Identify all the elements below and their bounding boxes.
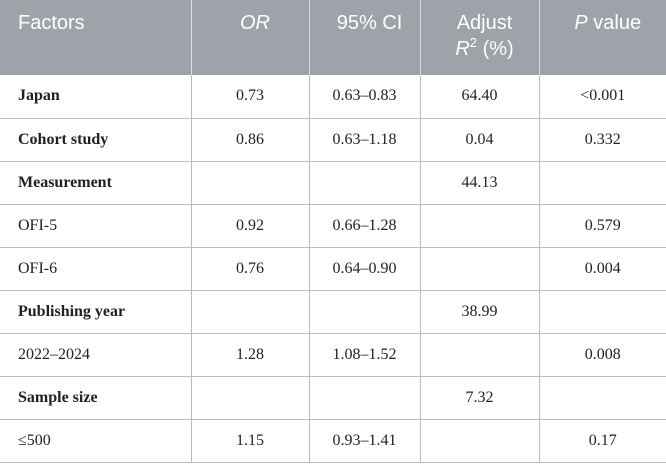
cell-factor: 2022–2024 — [0, 333, 192, 377]
table-row: Measurement 44.13 — [0, 161, 666, 205]
header-r-sup: 2 — [469, 35, 477, 50]
header-r-label: R — [455, 38, 470, 60]
cell-p: 0.579 — [539, 204, 666, 248]
cell-p: 0.004 — [539, 247, 666, 291]
cell-or: 0.73 — [191, 75, 310, 119]
table-row: ≤500 1.15 0.93–1.41 0.17 — [0, 419, 666, 463]
cell-factor: Measurement — [0, 161, 192, 205]
cell-r2: 0.04 — [420, 118, 540, 162]
cell-ci: 0.66–1.28 — [309, 204, 421, 248]
cell-or — [191, 290, 310, 334]
cell-ci: 0.63–1.18 — [309, 118, 421, 162]
cell-ci — [309, 376, 421, 420]
cell-r2: 7.32 — [420, 376, 540, 420]
header-adjust-r2: Adjust R2 (%) — [420, 0, 540, 75]
cell-r2 — [420, 419, 540, 463]
cell-ci — [309, 161, 421, 205]
table-row: Japan 0.73 0.63–0.83 64.40 <0.001 — [0, 75, 666, 119]
cell-p: <0.001 — [539, 75, 666, 119]
cell-or: 1.15 — [191, 419, 310, 463]
table-row: 2022–2024 1.28 1.08–1.52 0.008 — [0, 333, 666, 377]
cell-r2: 44.13 — [420, 161, 540, 205]
table-row: OFI-6 0.76 0.64–0.90 0.004 — [0, 247, 666, 291]
cell-r2 — [420, 204, 540, 248]
table-row: Publishing year 38.99 — [0, 290, 666, 334]
cell-r2 — [420, 333, 540, 377]
cell-r2: 38.99 — [420, 290, 540, 334]
cell-ci: 1.08–1.52 — [309, 333, 421, 377]
cell-factor: ≤500 — [0, 419, 192, 463]
header-p-value: P value — [539, 0, 666, 75]
table-row: Sample size 7.32 — [0, 376, 666, 420]
cell-ci: 0.64–0.90 — [309, 247, 421, 291]
table-row: Cohort study 0.86 0.63–1.18 0.04 0.332 — [0, 118, 666, 162]
cell-ci: 0.63–0.83 — [309, 75, 421, 119]
header-row: Factors OR 95% CI Adjust R2 (%) P value — [0, 0, 666, 75]
cell-p: 0.008 — [539, 333, 666, 377]
table-body: Japan 0.73 0.63–0.83 64.40 <0.001 Cohort… — [0, 75, 666, 463]
table-row: OFI-5 0.92 0.66–1.28 0.579 — [0, 204, 666, 248]
cell-or — [191, 376, 310, 420]
cell-p — [539, 376, 666, 420]
cell-p — [539, 290, 666, 334]
cell-r2 — [420, 247, 540, 291]
header-adjust-label: Adjust — [456, 12, 513, 34]
header-pct-label: (%) — [482, 38, 514, 60]
cell-p — [539, 161, 666, 205]
cell-p: 0.17 — [539, 419, 666, 463]
cell-factor: OFI-6 — [0, 247, 192, 291]
cell-factor: Sample size — [0, 376, 192, 420]
cell-or: 1.28 — [191, 333, 310, 377]
cell-factor: Japan — [0, 75, 192, 119]
header-factors: Factors — [0, 0, 192, 75]
cell-or: 0.86 — [191, 118, 310, 162]
cell-or: 0.76 — [191, 247, 310, 291]
cell-or — [191, 161, 310, 205]
cell-ci: 0.93–1.41 — [309, 419, 421, 463]
cell-factor: OFI-5 — [0, 204, 192, 248]
header-value-label: value — [593, 12, 642, 34]
cell-or: 0.92 — [191, 204, 310, 248]
cell-ci — [309, 290, 421, 334]
header-or: OR — [191, 0, 310, 75]
table-header: Factors OR 95% CI Adjust R2 (%) P value — [0, 0, 666, 75]
cell-p: 0.332 — [539, 118, 666, 162]
cell-factor: Publishing year — [0, 290, 192, 334]
header-ci: 95% CI — [309, 0, 421, 75]
cell-r2: 64.40 — [420, 75, 540, 119]
header-p-label: P — [574, 12, 588, 34]
cell-factor: Cohort study — [0, 118, 192, 162]
